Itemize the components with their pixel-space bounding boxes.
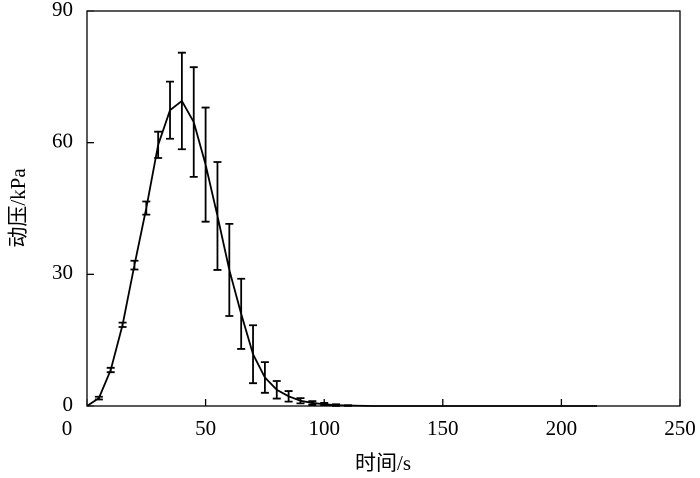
y-axis-label: 动压/kPa [6,168,30,248]
error-bar [166,80,175,140]
error-bar [308,400,317,406]
error-bar [320,402,329,407]
y-tick-label: 60 [52,128,73,152]
error-bar [237,277,246,350]
error-bar [189,66,198,178]
error-bar [94,395,103,401]
error-bar [177,51,186,151]
y-tick-label: 30 [52,260,73,284]
error-bar [260,361,269,394]
x-tick-label: 150 [427,416,459,440]
x-tick-label: 200 [546,416,578,440]
error-bar [142,200,151,216]
error-bar [332,403,341,407]
x-tick-label: 0 [62,416,73,440]
error-bar [343,404,352,407]
plot-frame [86,10,681,407]
error-bar [106,366,115,374]
error-bar [296,397,305,405]
error-bar [118,321,127,328]
error-bar [249,324,258,385]
error-bar [225,222,234,317]
error-bar [284,390,293,403]
error-bar [272,380,281,400]
error-bar [130,259,139,271]
error-bar [154,130,163,159]
error-bar [213,161,222,271]
x-tick-label: 100 [308,416,340,440]
y-tick-label: 0 [63,392,74,416]
x-axis-label: 时间/s [355,451,411,475]
x-tick-label: 50 [195,416,216,440]
y-tick-label: 90 [52,0,73,21]
error-bar [201,106,210,223]
data-line [86,99,597,407]
x-tick-label: 250 [664,416,696,440]
